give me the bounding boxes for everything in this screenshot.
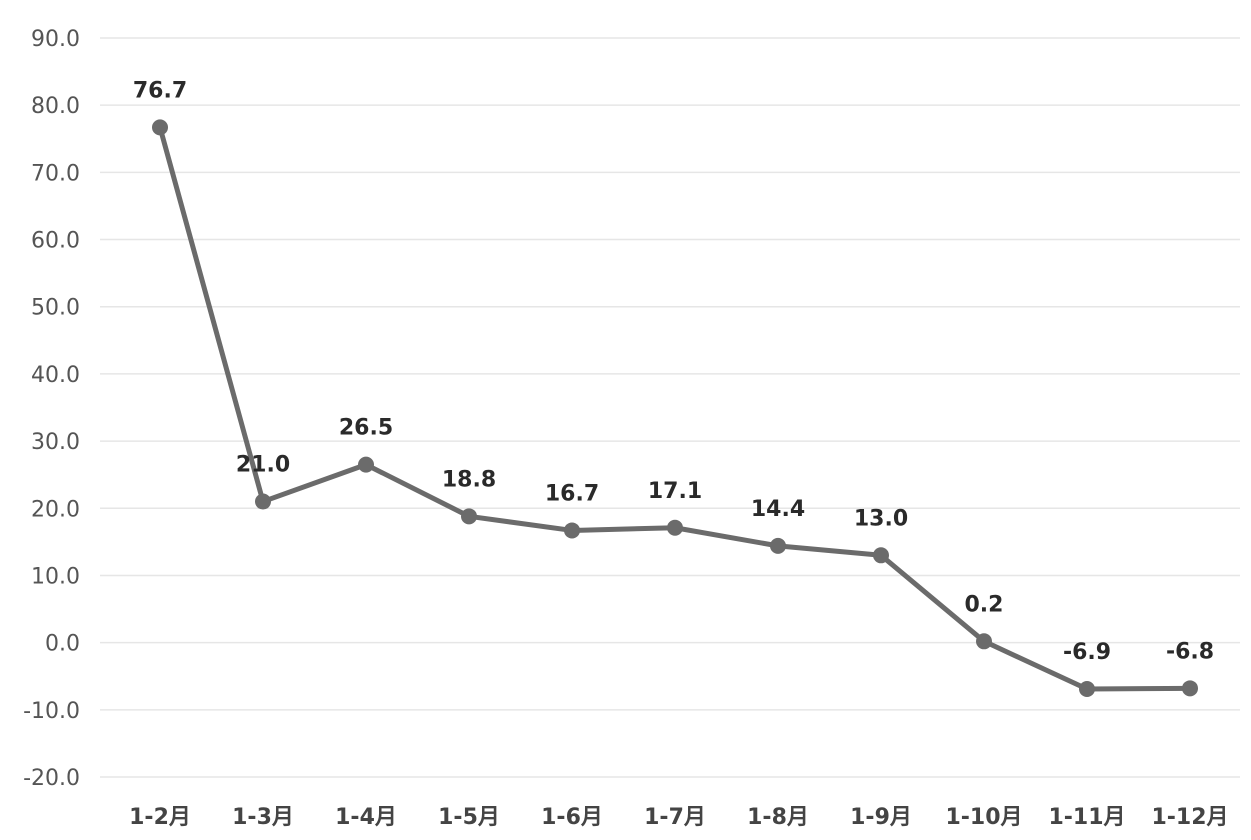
data-point (667, 519, 683, 536)
y-tick-label: 70.0 (31, 161, 80, 186)
x-tick-label: 1-9月 (850, 805, 912, 830)
data-point (152, 119, 168, 136)
data-point (873, 547, 889, 564)
y-tick-label: 20.0 (31, 497, 80, 522)
data-point (358, 456, 374, 473)
data-point (255, 493, 271, 510)
y-tick-label: 60.0 (31, 229, 80, 254)
data-label: -6.8 (1166, 639, 1214, 664)
data-point (461, 508, 477, 525)
y-tick-label: 30.0 (31, 430, 80, 455)
data-label: 13.0 (854, 506, 908, 531)
data-point (564, 522, 580, 539)
data-labels: 76.7 21.0 26.5 18.8 16.7 17.1 14.4 13.0 0.2 -6.9 -… (133, 78, 1214, 665)
data-point (770, 537, 786, 554)
x-tick-label: 1-7月 (644, 805, 706, 830)
x-tick-label: 1-6月 (541, 805, 603, 830)
x-tick-label: 1-11月 (1048, 805, 1125, 830)
data-label: 0.2 (965, 592, 1004, 617)
y-tick-label: -10.0 (23, 699, 80, 724)
y-tick-label: -20.0 (23, 766, 80, 791)
x-tick-label: 1-4月 (335, 805, 397, 830)
x-tick-label: 1-8月 (747, 805, 809, 830)
y-tick-label: 10.0 (31, 564, 80, 589)
data-label: 14.4 (751, 497, 805, 522)
x-tick-label: 1-10月 (945, 805, 1022, 830)
y-tick-label: 80.0 (31, 94, 80, 119)
y-tick-label: 40.0 (31, 363, 80, 388)
series-1 (152, 119, 1198, 697)
data-label: 18.8 (442, 467, 496, 492)
x-tick-label: 1-12月 (1151, 805, 1228, 830)
x-tick-label: 1-3月 (232, 805, 294, 830)
x-axis-tick-labels: 1-2月 1-3月 1-4月 1-5月 1-6月 1-7月 1-8月 1-9月 1-10月 1-1… (129, 805, 1228, 830)
grid-lines (100, 37, 1240, 778)
data-label: 26.5 (339, 416, 393, 441)
data-point (976, 633, 992, 650)
data-label: 16.7 (545, 481, 599, 506)
data-point (1079, 680, 1095, 697)
series-line (157, 124, 1193, 692)
y-tick-label: 90.0 (31, 27, 80, 52)
y-axis-tick-labels: 90.0 80.0 70.0 60.0 50.0 40.0 30.0 20.0 10.0 0.0 -… (23, 27, 80, 791)
x-tick-label: 1-5月 (438, 805, 500, 830)
data-point (1182, 680, 1198, 697)
x-tick-label: 1-2月 (129, 805, 191, 830)
data-label: 21.0 (236, 453, 290, 478)
y-tick-label: 50.0 (31, 296, 80, 321)
data-label: 17.1 (648, 479, 702, 504)
data-label: 76.7 (133, 78, 187, 103)
y-tick-label: 0.0 (45, 632, 80, 657)
data-label: -6.9 (1063, 640, 1111, 665)
